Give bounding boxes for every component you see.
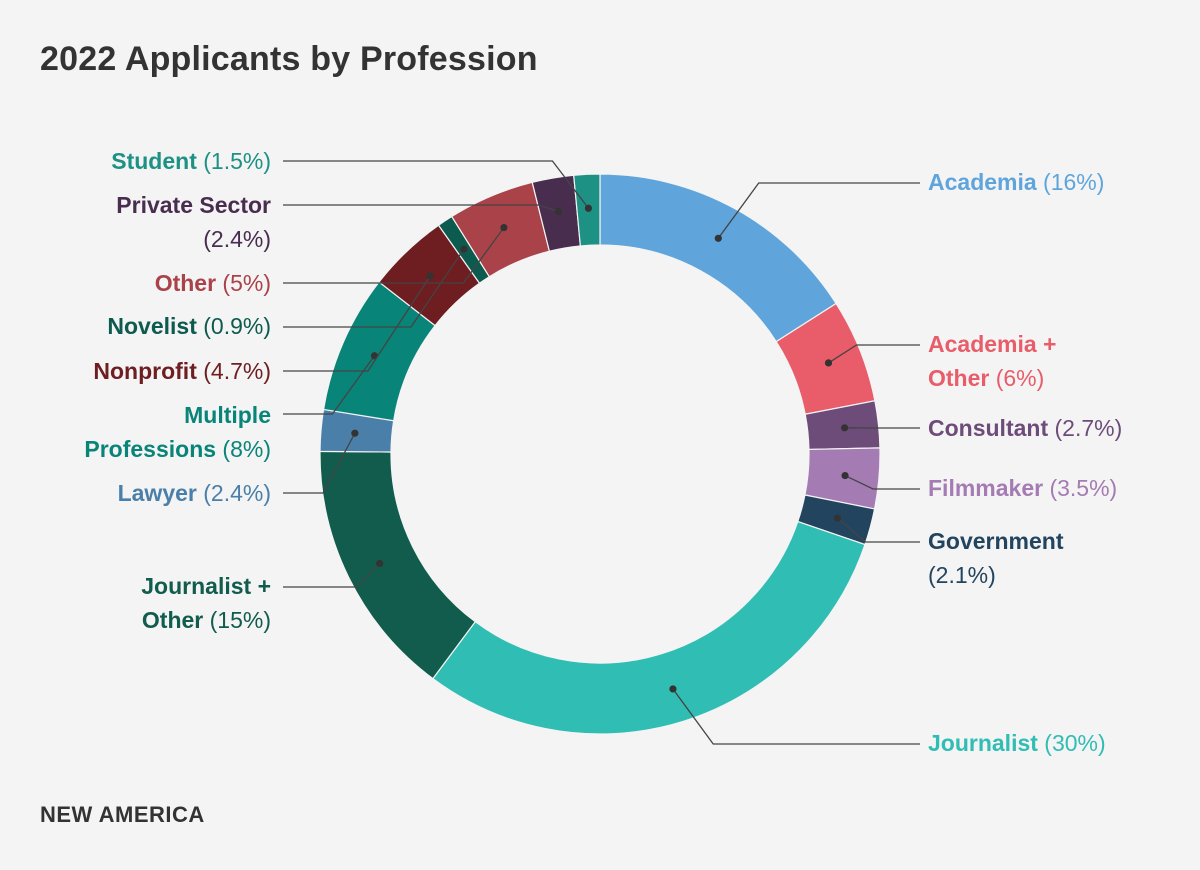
label-novelist: Novelist (0.9%) bbox=[107, 313, 271, 339]
leader-line-journalist bbox=[672, 688, 920, 745]
leader-line-academia bbox=[717, 182, 920, 239]
leader-dot-novelist bbox=[460, 245, 468, 253]
label-journalist: Journalist (30%) bbox=[928, 730, 1106, 756]
label-academia: Academia (16%) bbox=[928, 169, 1104, 195]
leader-dot-journalist-other bbox=[376, 559, 384, 568]
slice-journalist-other bbox=[319, 450, 477, 680]
label-academia-other: Academia + Other (6%) bbox=[928, 331, 1057, 391]
slice-journalist bbox=[432, 520, 866, 735]
leader-line-journalist-other bbox=[283, 562, 381, 588]
leader-line-lawyer bbox=[283, 432, 356, 494]
leader-line-nonprofit bbox=[283, 275, 431, 372]
leader-dot-student bbox=[584, 204, 593, 212]
leader-line-multiple-professions bbox=[283, 355, 375, 415]
leader-dot-filmmaker bbox=[841, 471, 849, 480]
label-journalist-other: Journalist + Other (15%) bbox=[141, 573, 271, 633]
leader-line-novelist bbox=[283, 248, 465, 328]
leader-dot-lawyer bbox=[351, 429, 359, 437]
label-nonprofit: Nonprofit (4.7%) bbox=[93, 358, 271, 384]
leader-line-academia-other bbox=[828, 344, 920, 364]
leader-line-filmmaker bbox=[844, 474, 920, 490]
leader-line-student bbox=[283, 160, 589, 209]
leader-dot-private-sector bbox=[554, 207, 563, 216]
leader-dot-government bbox=[833, 514, 842, 522]
label-multiple-professions: Multiple Professions (8%) bbox=[84, 402, 271, 462]
label-student: Student (1.5%) bbox=[111, 148, 271, 174]
label-lawyer: Lawyer (2.4%) bbox=[118, 480, 271, 506]
label-government: Government (2.1%) bbox=[928, 528, 1064, 588]
leader-line-private-sector bbox=[283, 204, 559, 213]
slice-academia bbox=[599, 173, 837, 343]
label-private-sector: Private Sector (2.4%) bbox=[116, 192, 271, 252]
leader-line-other bbox=[283, 227, 505, 284]
leader-dot-consultant bbox=[841, 424, 849, 432]
leader-dot-journalist bbox=[669, 685, 677, 693]
leader-dot-other bbox=[500, 223, 508, 232]
leader-dot-nonprofit bbox=[426, 272, 434, 280]
label-consultant: Consultant (2.7%) bbox=[928, 415, 1122, 441]
leader-dot-academia bbox=[714, 234, 722, 242]
brand-logo: NEW AMERICA bbox=[40, 802, 205, 827]
leader-line-government bbox=[837, 517, 920, 543]
label-other: Other (5%) bbox=[155, 270, 271, 296]
leader-dot-academia-other bbox=[824, 359, 833, 367]
chart-title: 2022 Applicants by Profession bbox=[40, 40, 538, 78]
label-filmmaker: Filmmaker (3.5%) bbox=[928, 475, 1117, 501]
